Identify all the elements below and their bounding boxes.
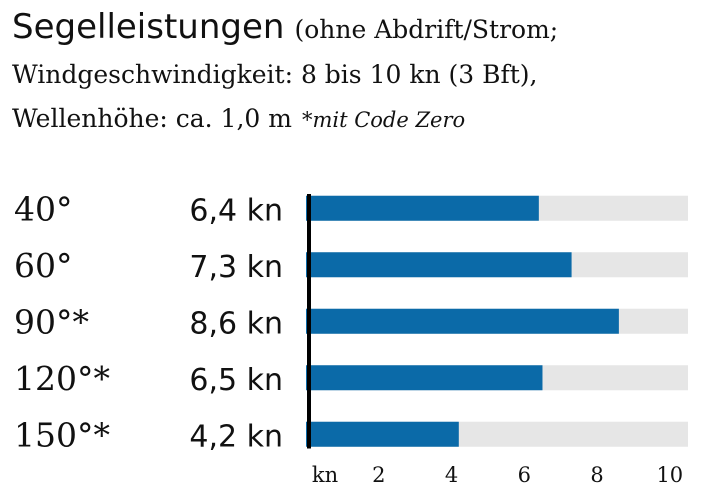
value-label: 8,6 kn [189, 306, 283, 341]
bar [306, 195, 539, 221]
x-tick-label: 2 [372, 463, 385, 487]
value-label: 7,3 kn [189, 250, 283, 285]
x-tick-label: 8 [590, 463, 603, 487]
title: Segelleistungen [12, 7, 284, 47]
category-label: 60° [14, 246, 73, 285]
x-tick-label: 6 [518, 463, 531, 487]
x-tick-label: 4 [445, 463, 458, 487]
bar [306, 421, 459, 447]
value-label: 6,4 kn [189, 193, 283, 228]
bar [306, 252, 572, 278]
x-tick-label: 10 [656, 463, 683, 487]
subtitle: Wellenhöhe: ca. 1,0 m *mit Code Zero [12, 104, 465, 133]
subtitle: Wellenhöhe: ca. 1,0 m [12, 104, 292, 133]
subtitle: (ohne Abdrift/Strom; [294, 15, 558, 44]
category-label: 90°* [14, 302, 89, 341]
chart-title: Segelleistungen (ohne Abdrift/Strom; [12, 7, 558, 47]
note: *mit Code Zero [302, 108, 465, 132]
value-label: 4,2 kn [189, 419, 283, 454]
category-label: 150°* [14, 415, 110, 454]
value-label: 6,5 kn [189, 363, 283, 398]
category-label: 40° [14, 189, 73, 228]
bar [306, 308, 619, 334]
bar [306, 365, 543, 391]
x-axis-label: kn [312, 463, 338, 487]
subtitle: Windgeschwindigkeit: 8 bis 10 kn (3 Bft)… [12, 60, 538, 89]
category-label: 120°* [14, 359, 110, 398]
